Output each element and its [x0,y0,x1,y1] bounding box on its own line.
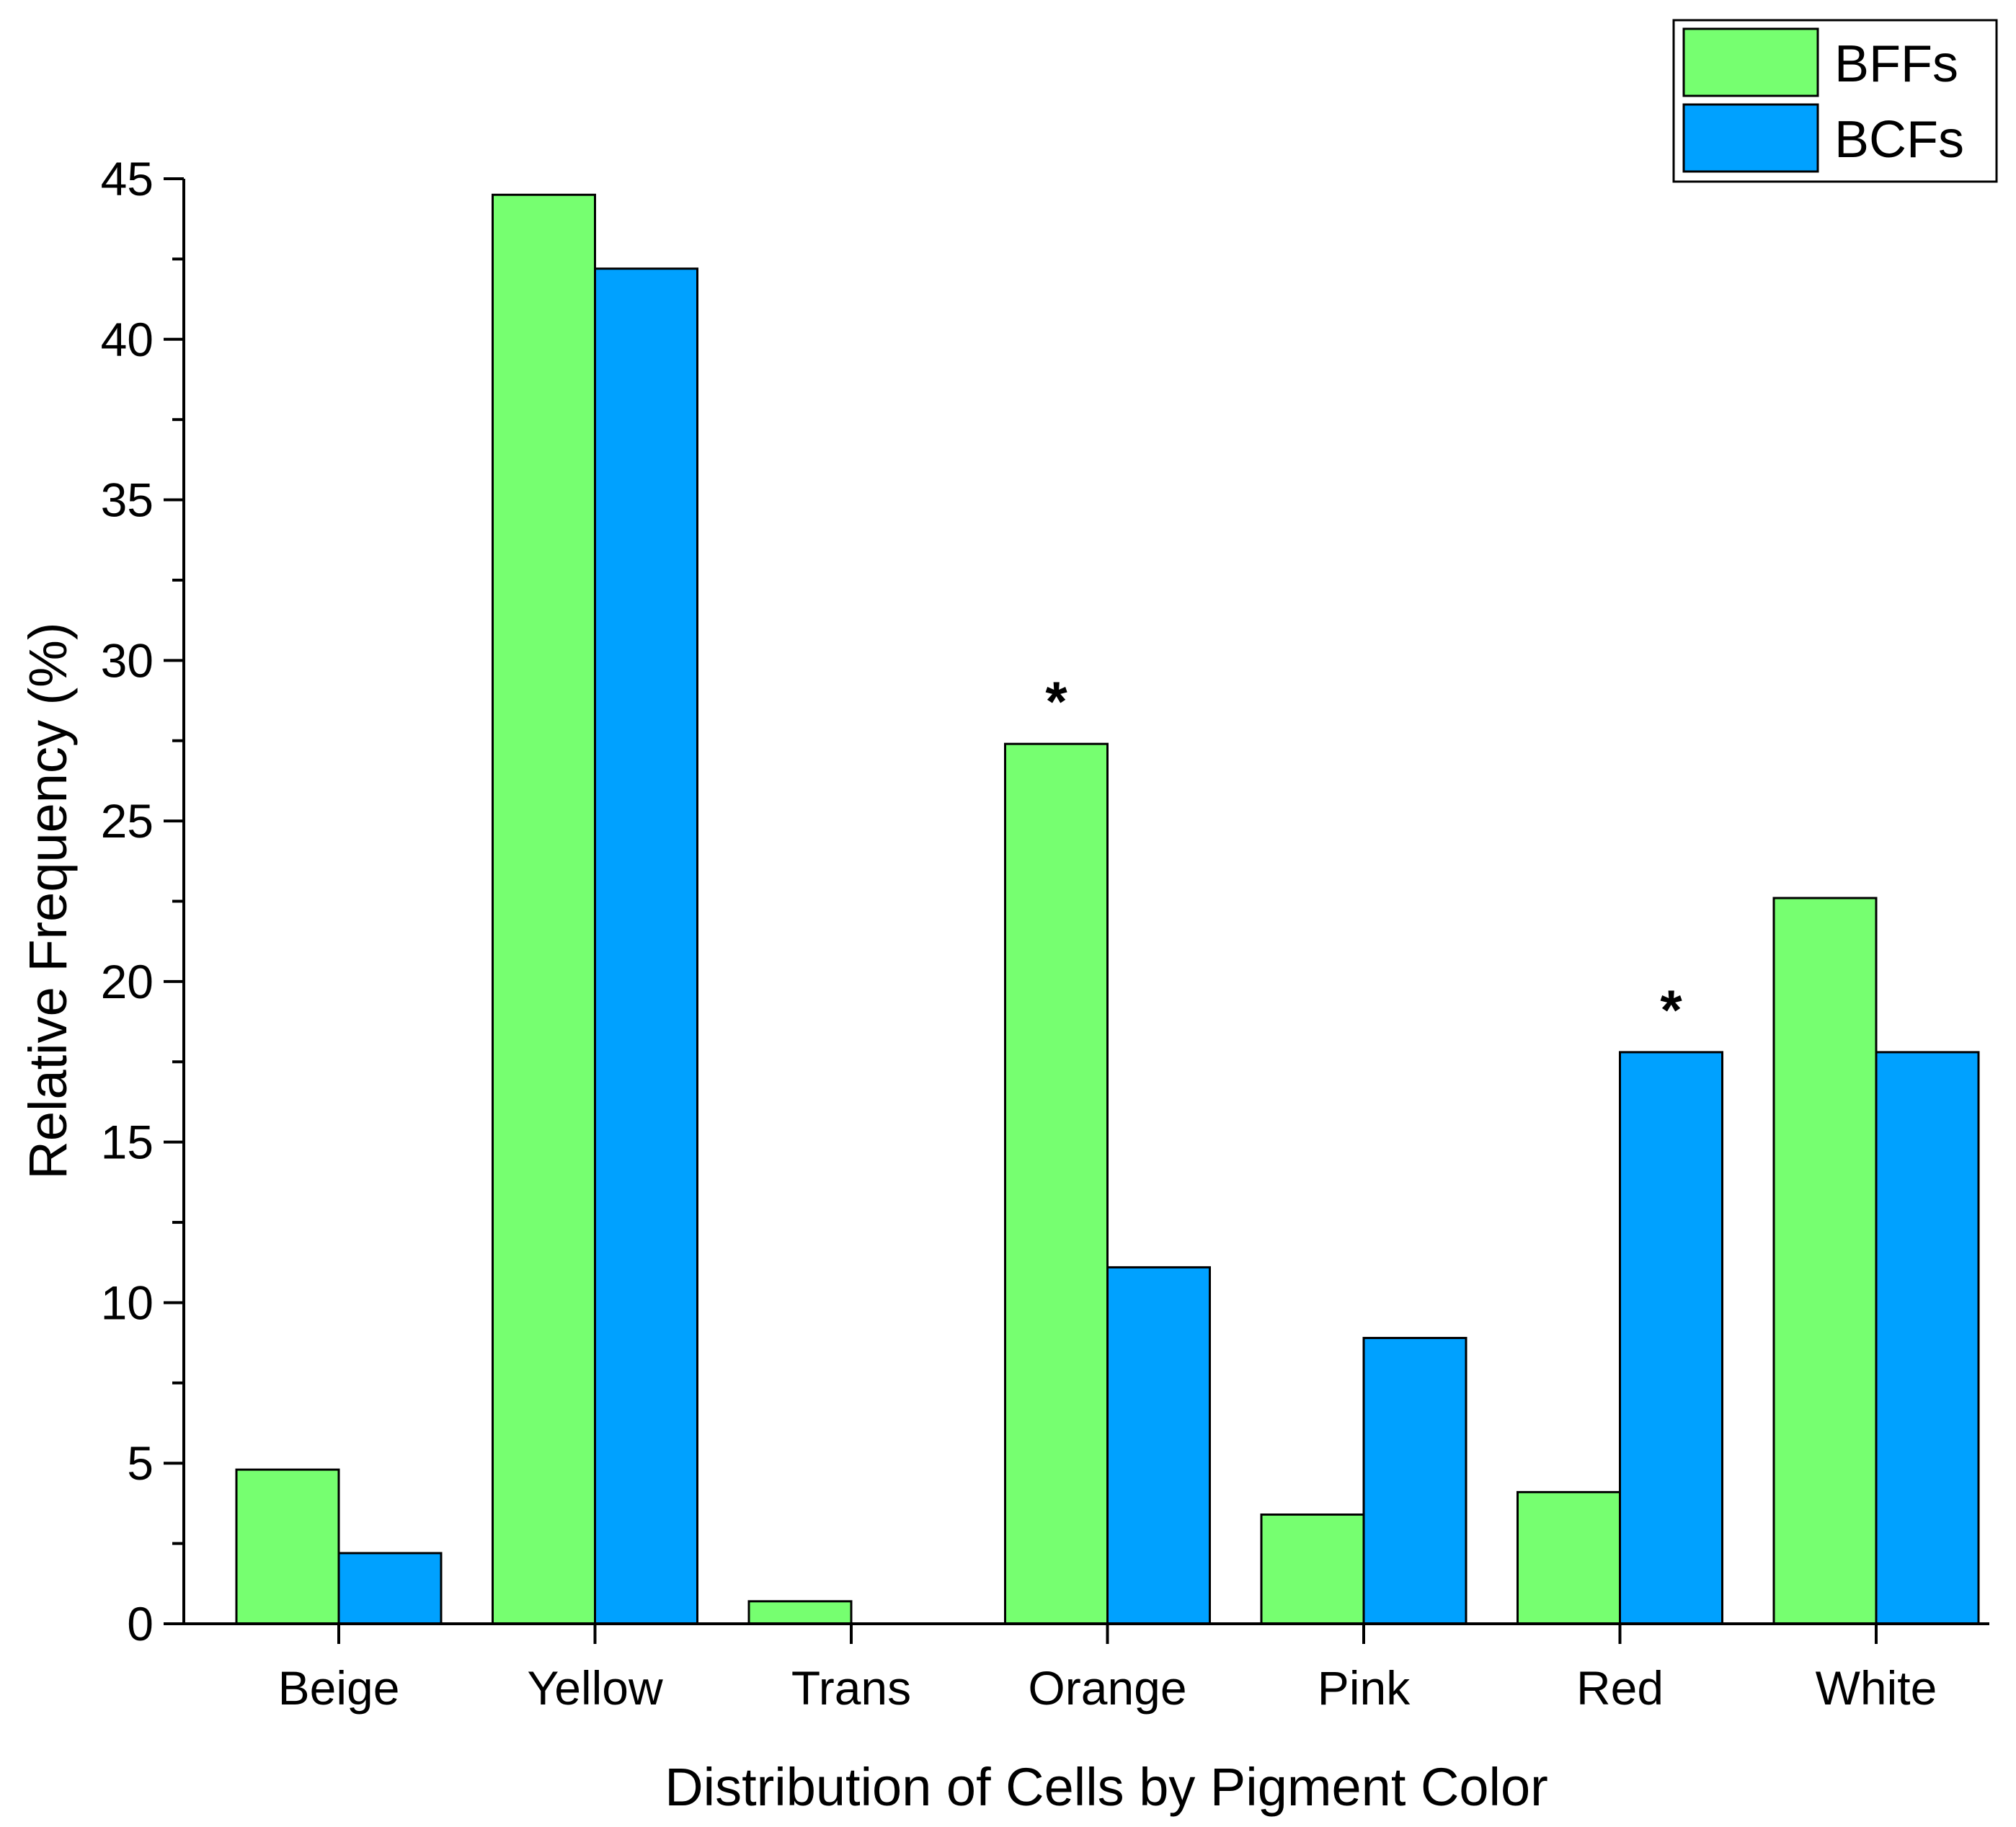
y-tick-label: 35 [101,474,154,527]
y-tick-label: 20 [101,955,154,1008]
legend: BFFs BCFs [1672,19,1998,183]
bar-bffs-trans [747,1600,853,1625]
x-tick-label-yellow: Yellow [527,1661,663,1715]
annotations-group: ** [1045,670,1682,1041]
bar-bcfs-white [1875,1051,1980,1625]
x-tick-label-white: White [1816,1661,1937,1715]
x-tick-label-beige: Beige [278,1661,400,1715]
legend-swatch-bffs [1682,27,1819,97]
y-tick-label: 15 [101,1116,154,1169]
bar-bcfs-yellow [594,267,698,1625]
bar-bffs-beige [235,1468,340,1625]
bar-bcfs-red [1619,1051,1723,1625]
y-tick-label: 10 [101,1276,154,1329]
x-tick-label-trans: Trans [791,1661,911,1715]
y-tick-label: 25 [101,794,154,848]
y-tick-label: 5 [127,1436,154,1490]
x-axis: Beige Yellow Trans Orange Pink Red White [182,1622,1989,1715]
legend-label-bcfs: BCFs [1834,111,1964,169]
bar-bffs-yellow [492,193,596,1625]
bars-group [235,193,1980,1625]
bar-bffs-red [1517,1490,1621,1625]
annotation-orange: * [1045,670,1067,733]
y-axis-title: Relative Frequency (%) [18,622,78,1179]
y-tick-label: 45 [101,152,154,205]
y-tick-label: 30 [101,634,154,687]
y-axis: 0 5 10 15 20 25 30 35 40 45 [101,152,185,1650]
bar-bcfs-pink [1362,1336,1467,1625]
y-tick-label: 0 [127,1597,154,1650]
x-axis-title: Distribution of Cells by Pigment Color [665,1757,1548,1817]
y-tick-label: 40 [101,313,154,366]
bar-bffs-orange [1004,742,1109,1625]
bar-bffs-white [1772,897,1878,1625]
x-tick-label-orange: Orange [1028,1661,1186,1715]
x-tick-label-red: Red [1576,1661,1664,1715]
bar-bcfs-beige [337,1552,443,1625]
bar-bcfs-orange [1106,1266,1211,1625]
legend-swatch-bcfs [1682,103,1819,173]
x-tick-label-pink: Pink [1318,1661,1411,1715]
annotation-red: * [1660,978,1682,1041]
legend-label-bffs: BFFs [1834,35,1958,93]
bar-bffs-pink [1260,1513,1365,1625]
